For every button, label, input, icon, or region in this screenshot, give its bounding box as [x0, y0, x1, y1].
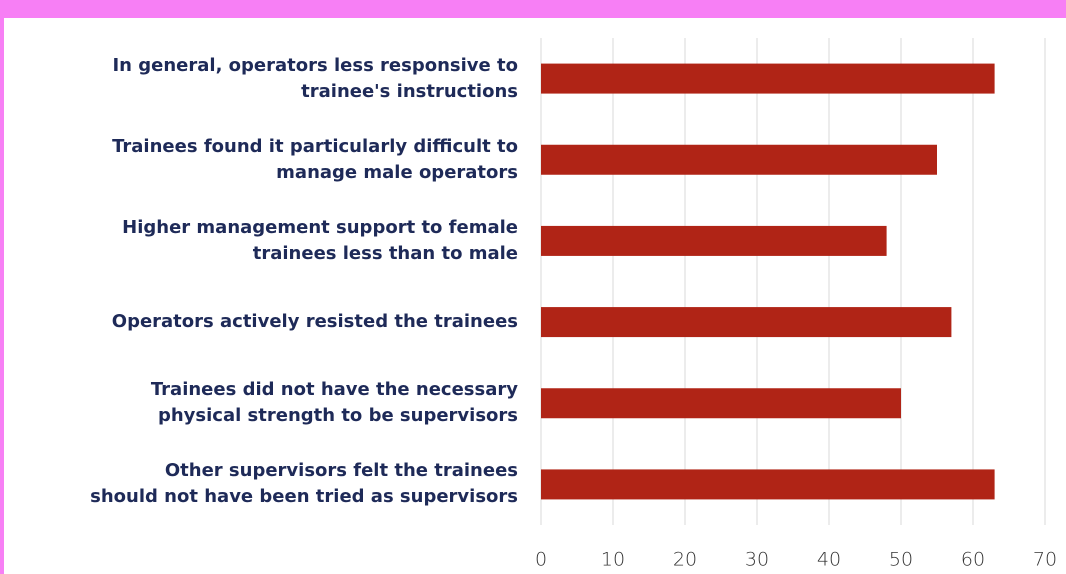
x-tick-label: 60: [961, 549, 985, 571]
x-tick-label: 70: [1033, 549, 1057, 571]
x-tick-label: 50: [889, 549, 913, 571]
x-tick-label: 30: [745, 549, 769, 571]
bar: [541, 225, 887, 256]
category-label: Trainees found it particularly difficult…: [112, 135, 518, 183]
category-label: Trainees did not have the necessary phys…: [150, 379, 518, 427]
x-tick-label: 0: [535, 549, 547, 571]
bar: [541, 388, 901, 419]
category-label: In general, operators less responsive to…: [112, 54, 518, 102]
bar: [541, 63, 995, 94]
category-label: Higher management support to female trai…: [122, 216, 518, 264]
category-label: Other supervisors felt the trainees shou…: [90, 460, 518, 508]
category-label: Operators actively resisted the trainees: [111, 311, 518, 333]
x-tick-label: 20: [673, 549, 697, 571]
bar: [541, 469, 995, 500]
x-tick-label: 40: [817, 549, 841, 571]
bar: [541, 307, 952, 338]
x-tick-label: 10: [601, 549, 625, 571]
bar: [541, 144, 937, 175]
